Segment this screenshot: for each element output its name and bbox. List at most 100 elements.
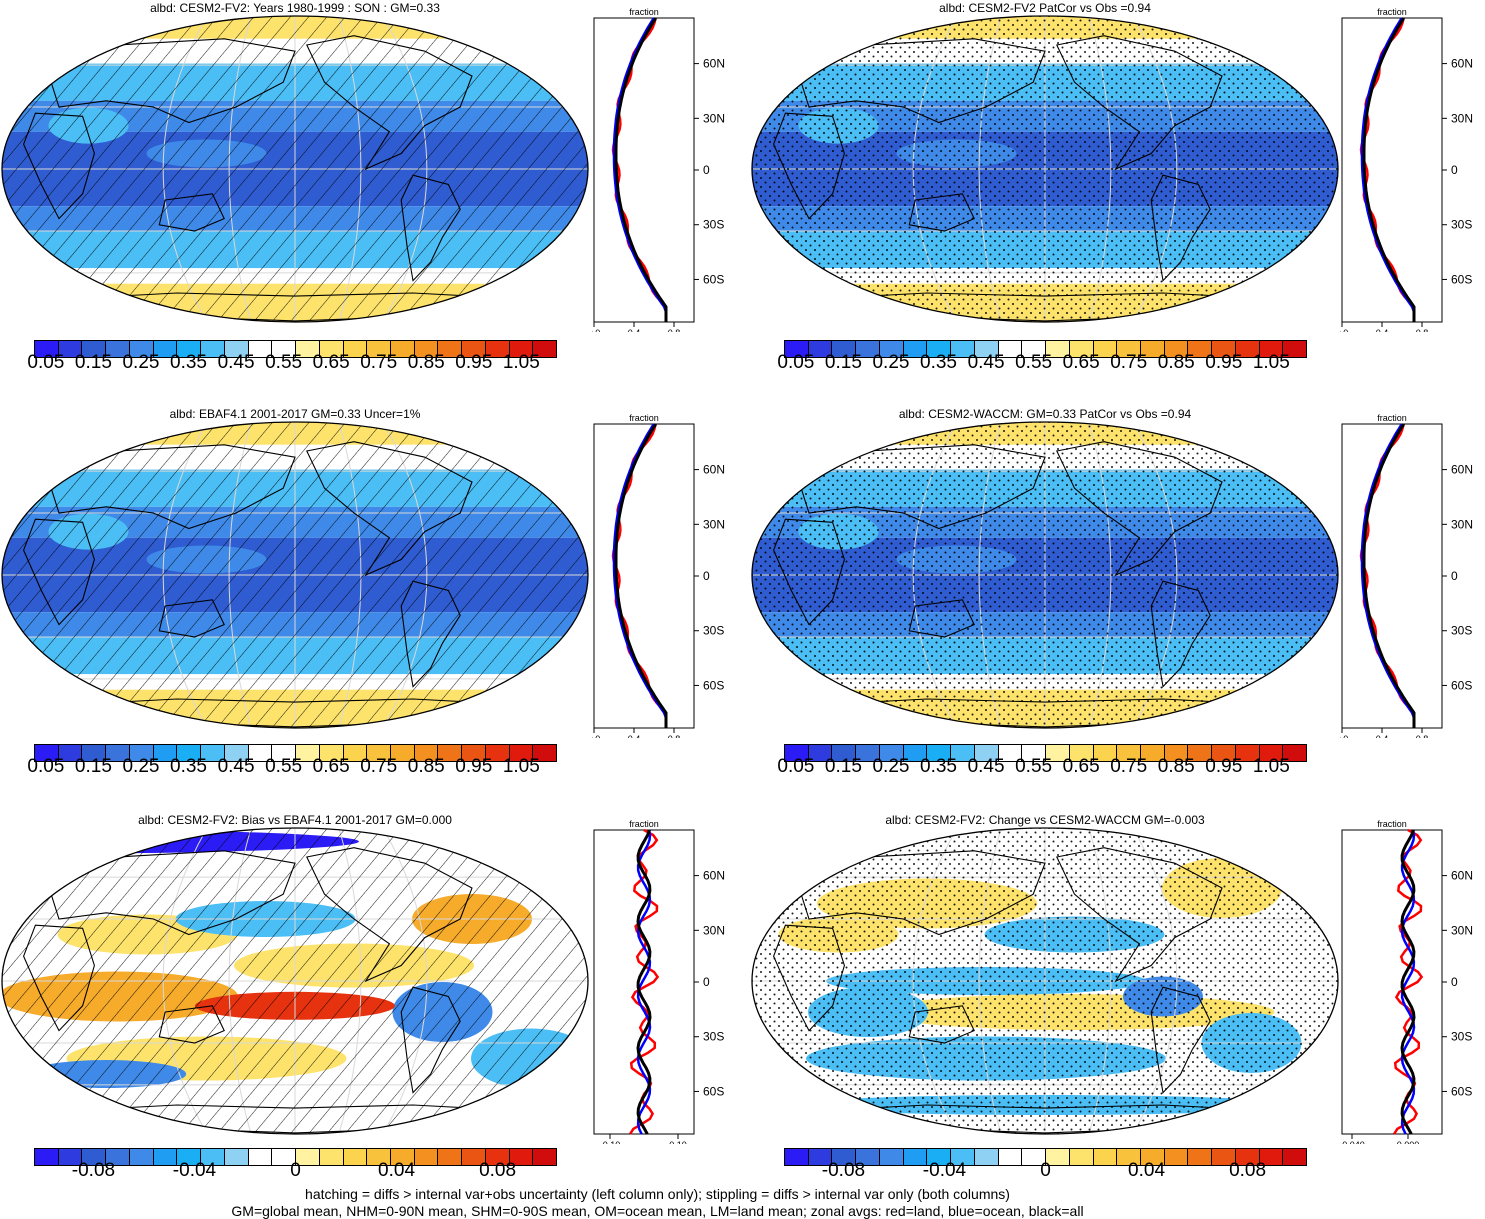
colorbar-swatch <box>1235 1149 1260 1165</box>
zonal-mean-plot: fraction 60N 30N 0 30S 60S 0.0 0.4 0.8 <box>1340 7 1473 332</box>
colorbar-label: 1.05 <box>502 352 540 373</box>
colorbar-swatch <box>272 1149 297 1165</box>
colorbar-label: 0.05 <box>27 756 65 777</box>
colorbar-swatch <box>533 745 557 761</box>
colorbar-swatch <box>1093 745 1118 761</box>
zonal-x-tick-label: 0.4 <box>628 328 641 332</box>
lat-tick-label: 60S <box>1451 272 1472 286</box>
colorbar-label: 0.15 <box>824 352 862 373</box>
colorbar-swatch <box>903 745 928 761</box>
zonal-title: fraction <box>1377 413 1407 423</box>
colorbar-swatch <box>129 745 154 761</box>
zonal-line-all <box>1400 829 1416 1135</box>
colorbar-swatch <box>785 341 809 357</box>
colorbar-swatch <box>1046 745 1070 761</box>
zonal-x-tick-label: 0.4 <box>1376 328 1389 332</box>
lat-tick-label: 30S <box>703 624 724 638</box>
zonal-x-tick-label: 0.8 <box>1416 328 1429 332</box>
lat-tick-label: 0 <box>703 975 710 989</box>
colorbar-label: 0.85 <box>1157 756 1195 777</box>
colorbar-swatch <box>153 1149 178 1165</box>
colorbar-swatch <box>343 1149 368 1165</box>
colorbar-swatch <box>1117 745 1142 761</box>
colorbar-swatch <box>1069 341 1094 357</box>
colorbar-label: -0.04 <box>172 1160 217 1181</box>
colorbar-swatch <box>106 745 130 761</box>
colorbar-swatch <box>808 745 833 761</box>
lat-tick-label: 60S <box>703 1084 724 1098</box>
lat-tick-label: 60N <box>703 57 725 71</box>
colorbar-swatch <box>485 341 510 357</box>
colorbar-swatch <box>391 1149 415 1165</box>
colorbar-swatch <box>414 745 439 761</box>
zonal-x-tick-label: 0.0 <box>592 734 600 738</box>
colorbar-swatch <box>177 341 202 357</box>
map-robinson <box>1 421 589 729</box>
lat-tick-label: 60N <box>1451 463 1473 477</box>
colorbar-label: 1.05 <box>502 756 540 777</box>
zonal-mean-plot: fraction 60N 30N 0 30S 60S -0.040 0.000 <box>1340 819 1473 1144</box>
colorbar-swatch <box>319 341 344 357</box>
map-robinson <box>1 827 589 1135</box>
colorbar-swatch <box>903 1149 928 1165</box>
colorbar-swatch <box>272 745 297 761</box>
colorbar-label: 0.55 <box>1015 352 1053 373</box>
colorbar-label: 0.45 <box>967 352 1005 373</box>
colorbar-label: 0 <box>290 1160 301 1181</box>
lat-tick-label: 0 <box>703 569 710 583</box>
colorbar-swatch <box>296 745 320 761</box>
colorbar-label: 0.85 <box>407 352 445 373</box>
map-robinson <box>1 15 589 323</box>
colorbar-label: 0.08 <box>479 1160 517 1181</box>
zonal-x-tick-label: 0.4 <box>1376 734 1389 738</box>
colorbar-swatch <box>343 341 368 357</box>
colorbar-swatch <box>1046 1149 1070 1165</box>
colorbar-swatch <box>1259 745 1284 761</box>
zonal-line-ocean <box>612 423 668 728</box>
colorbar-label: -0.04 <box>922 1160 967 1181</box>
colorbar-label: 0.75 <box>1110 352 1148 373</box>
colorbar-swatch <box>82 745 107 761</box>
colorbar-label: 0.55 <box>265 352 303 373</box>
colorbar-swatch <box>367 341 392 357</box>
zonal-x-tick-label: 0.8 <box>668 328 681 332</box>
zonal-title: fraction <box>629 819 659 829</box>
colorbar-swatch <box>998 1149 1023 1165</box>
zonal-title: fraction <box>1377 7 1407 17</box>
colorbar-label: 0.55 <box>265 756 303 777</box>
panel-title: albd: CESM2-FV2: Change vs CESM2-WACCM G… <box>885 813 1205 827</box>
zonal-x-tick-label: -0.040 <box>1340 1140 1365 1144</box>
panel-title: albd: CESM2-FV2: Years 1980-1999 : SON :… <box>150 1 440 15</box>
lat-tick-label: 60N <box>703 463 725 477</box>
colorbar-label: 0.25 <box>872 352 910 373</box>
zonal-line-all <box>636 829 652 1135</box>
colorbar-swatch <box>1259 341 1284 357</box>
colorbar-swatch <box>509 341 534 357</box>
lat-tick-label: 30S <box>1451 1030 1472 1044</box>
colorbar-label: 0.75 <box>1110 756 1148 777</box>
colorbar-swatch <box>153 341 178 357</box>
lat-tick-label: 60S <box>1451 678 1472 692</box>
colorbar-label: 0.65 <box>312 756 350 777</box>
zonal-x-tick-label: 0.8 <box>1416 734 1429 738</box>
colorbar-swatch <box>177 745 202 761</box>
colorbar-swatch <box>509 745 534 761</box>
colorbar-swatch <box>319 1149 344 1165</box>
colorbar <box>784 340 1307 358</box>
colorbar-swatch <box>201 1149 225 1165</box>
colorbar-swatch <box>272 341 297 357</box>
colorbar-label: 0.25 <box>122 352 160 373</box>
colorbar-label: 0.25 <box>122 756 160 777</box>
colorbar-swatch <box>927 341 952 357</box>
colorbar-swatch <box>951 341 975 357</box>
lat-tick-label: 0 <box>1451 163 1458 177</box>
colorbar-label: 0.85 <box>407 756 445 777</box>
zonal-line-all <box>614 17 668 322</box>
colorbar-swatch <box>367 1149 392 1165</box>
colorbar-label: 0.15 <box>824 756 862 777</box>
colorbar-swatch <box>438 341 463 357</box>
lat-tick-label: 30N <box>703 923 725 937</box>
colorbar-swatch <box>832 745 857 761</box>
colorbar-swatch <box>856 745 880 761</box>
colorbar-swatch <box>1212 341 1236 357</box>
